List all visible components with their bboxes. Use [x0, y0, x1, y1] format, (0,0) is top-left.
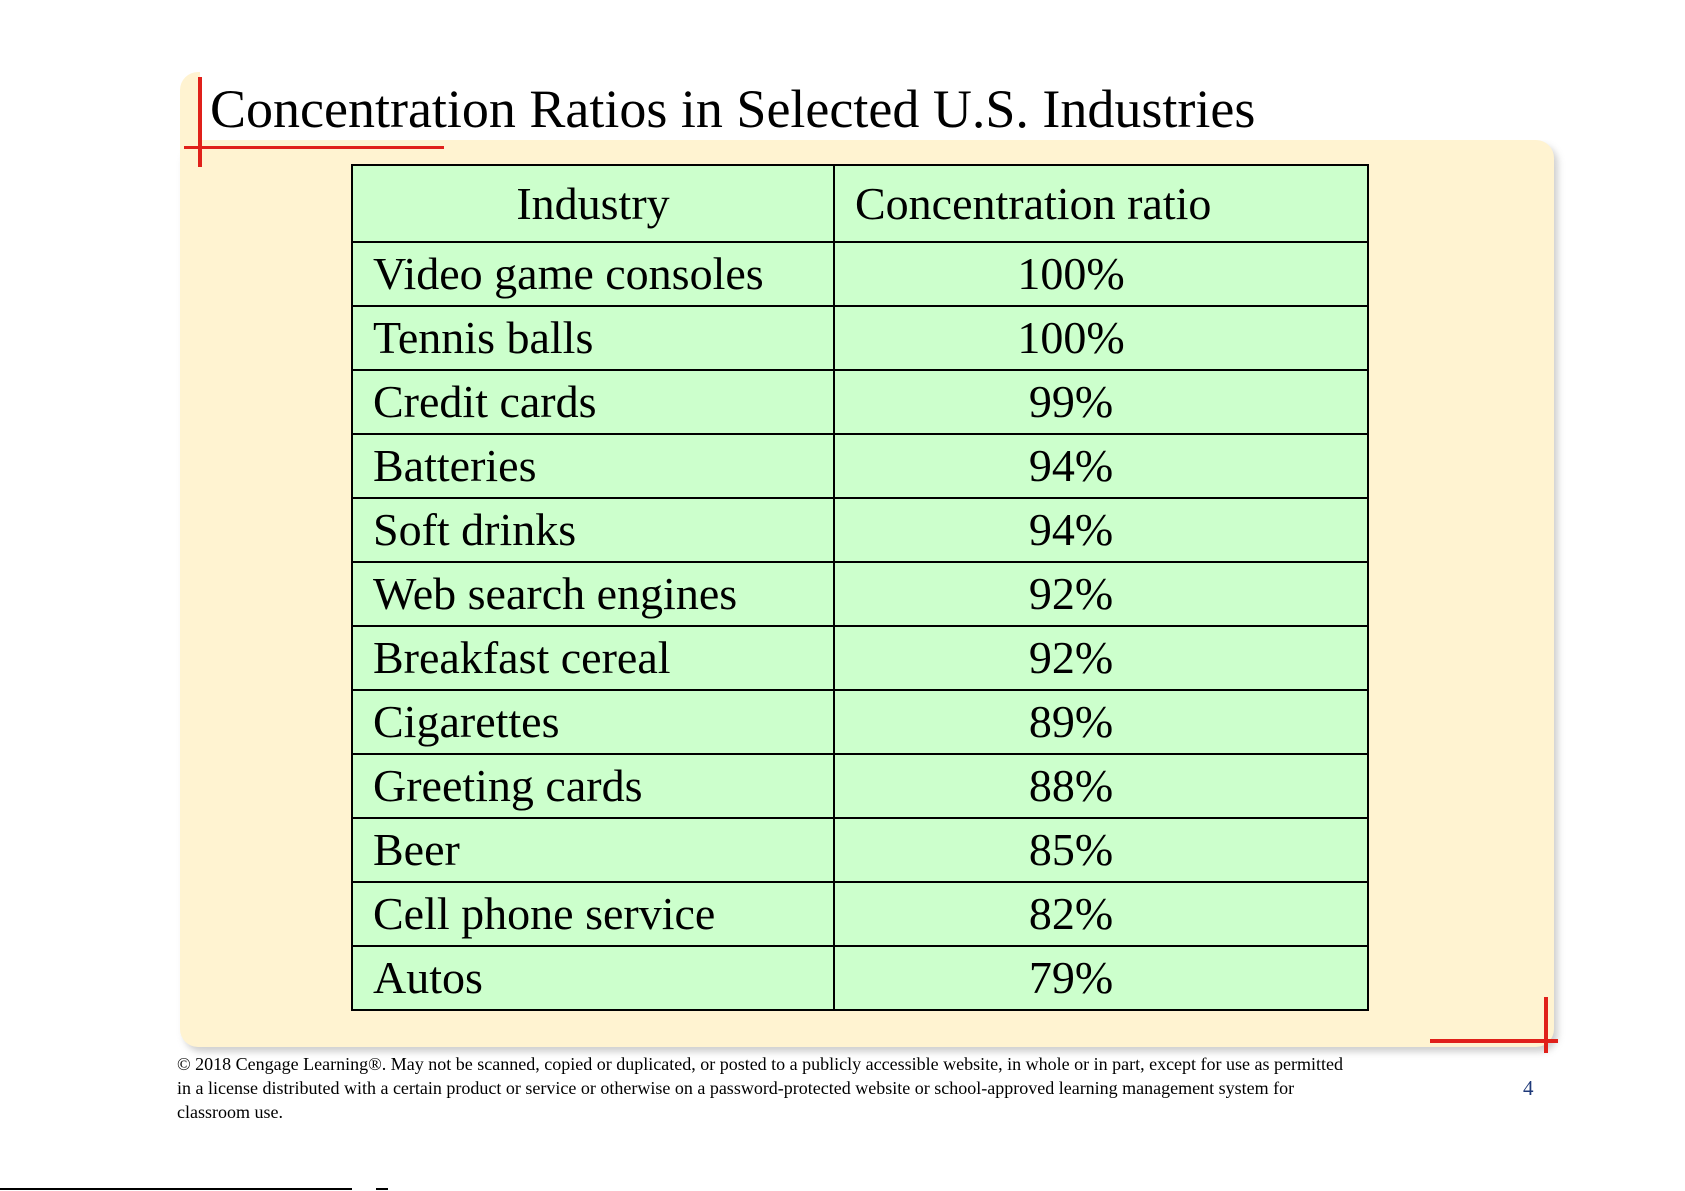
header-concentration-ratio: Concentration ratio — [833, 164, 1369, 243]
cell-industry: Video game consoles — [351, 241, 835, 307]
corner-mark-bottom-right-vertical — [1544, 997, 1548, 1053]
table-row: Web search engines 92% — [351, 561, 1369, 627]
corner-mark-top-left-vertical — [198, 77, 202, 167]
cell-industry: Batteries — [351, 433, 835, 499]
title-background — [200, 72, 1554, 140]
cell-industry: Soft drinks — [351, 497, 835, 563]
cell-industry: Cell phone service — [351, 881, 835, 947]
cell-ratio: 99% — [833, 369, 1369, 435]
cell-ratio: 88% — [833, 753, 1369, 819]
table-row: Autos 79% — [351, 945, 1369, 1011]
table-row: Greeting cards 88% — [351, 753, 1369, 819]
cell-industry: Breakfast cereal — [351, 625, 835, 691]
cell-industry: Web search engines — [351, 561, 835, 627]
table-row: Video game consoles 100% — [351, 241, 1369, 307]
table-row: Soft drinks 94% — [351, 497, 1369, 563]
table-row: Cigarettes 89% — [351, 689, 1369, 755]
bottom-rule — [0, 1188, 352, 1190]
cell-ratio: 85% — [833, 817, 1369, 883]
page-title: Concentration Ratios in Selected U.S. In… — [210, 79, 1256, 139]
page-number: 4 — [1523, 1076, 1534, 1100]
table-row: Batteries 94% — [351, 433, 1369, 499]
concentration-table: Industry Concentration ratio Video game … — [351, 164, 1369, 1011]
cell-industry: Tennis balls — [351, 305, 835, 371]
cell-ratio: 92% — [833, 625, 1369, 691]
cell-ratio: 94% — [833, 497, 1369, 563]
cell-industry: Cigarettes — [351, 689, 835, 755]
cell-ratio: 89% — [833, 689, 1369, 755]
cell-ratio: 82% — [833, 881, 1369, 947]
cell-ratio: 100% — [833, 305, 1369, 371]
bottom-tick — [376, 1188, 388, 1190]
cell-industry: Greeting cards — [351, 753, 835, 819]
cell-industry: Beer — [351, 817, 835, 883]
cell-industry: Credit cards — [351, 369, 835, 435]
table-row: Tennis balls 100% — [351, 305, 1369, 371]
table-body: Video game consoles 100% Tennis balls 10… — [351, 241, 1369, 1011]
table-row: Beer 85% — [351, 817, 1369, 883]
cell-ratio: 92% — [833, 561, 1369, 627]
corner-mark-bottom-right-horizontal — [1430, 1039, 1558, 1043]
cell-ratio: 100% — [833, 241, 1369, 307]
corner-mark-top-left-horizontal — [184, 146, 444, 149]
table-row: Credit cards 99% — [351, 369, 1369, 435]
cell-ratio: 94% — [833, 433, 1369, 499]
header-industry: Industry — [351, 164, 835, 243]
table-row: Breakfast cereal 92% — [351, 625, 1369, 691]
cell-industry: Autos — [351, 945, 835, 1011]
cell-ratio: 79% — [833, 945, 1369, 1011]
table-header-row: Industry Concentration ratio — [351, 164, 1369, 243]
copyright-notice: © 2018 Cengage Learning®. May not be sca… — [177, 1054, 1344, 1122]
table-row: Cell phone service 82% — [351, 881, 1369, 947]
